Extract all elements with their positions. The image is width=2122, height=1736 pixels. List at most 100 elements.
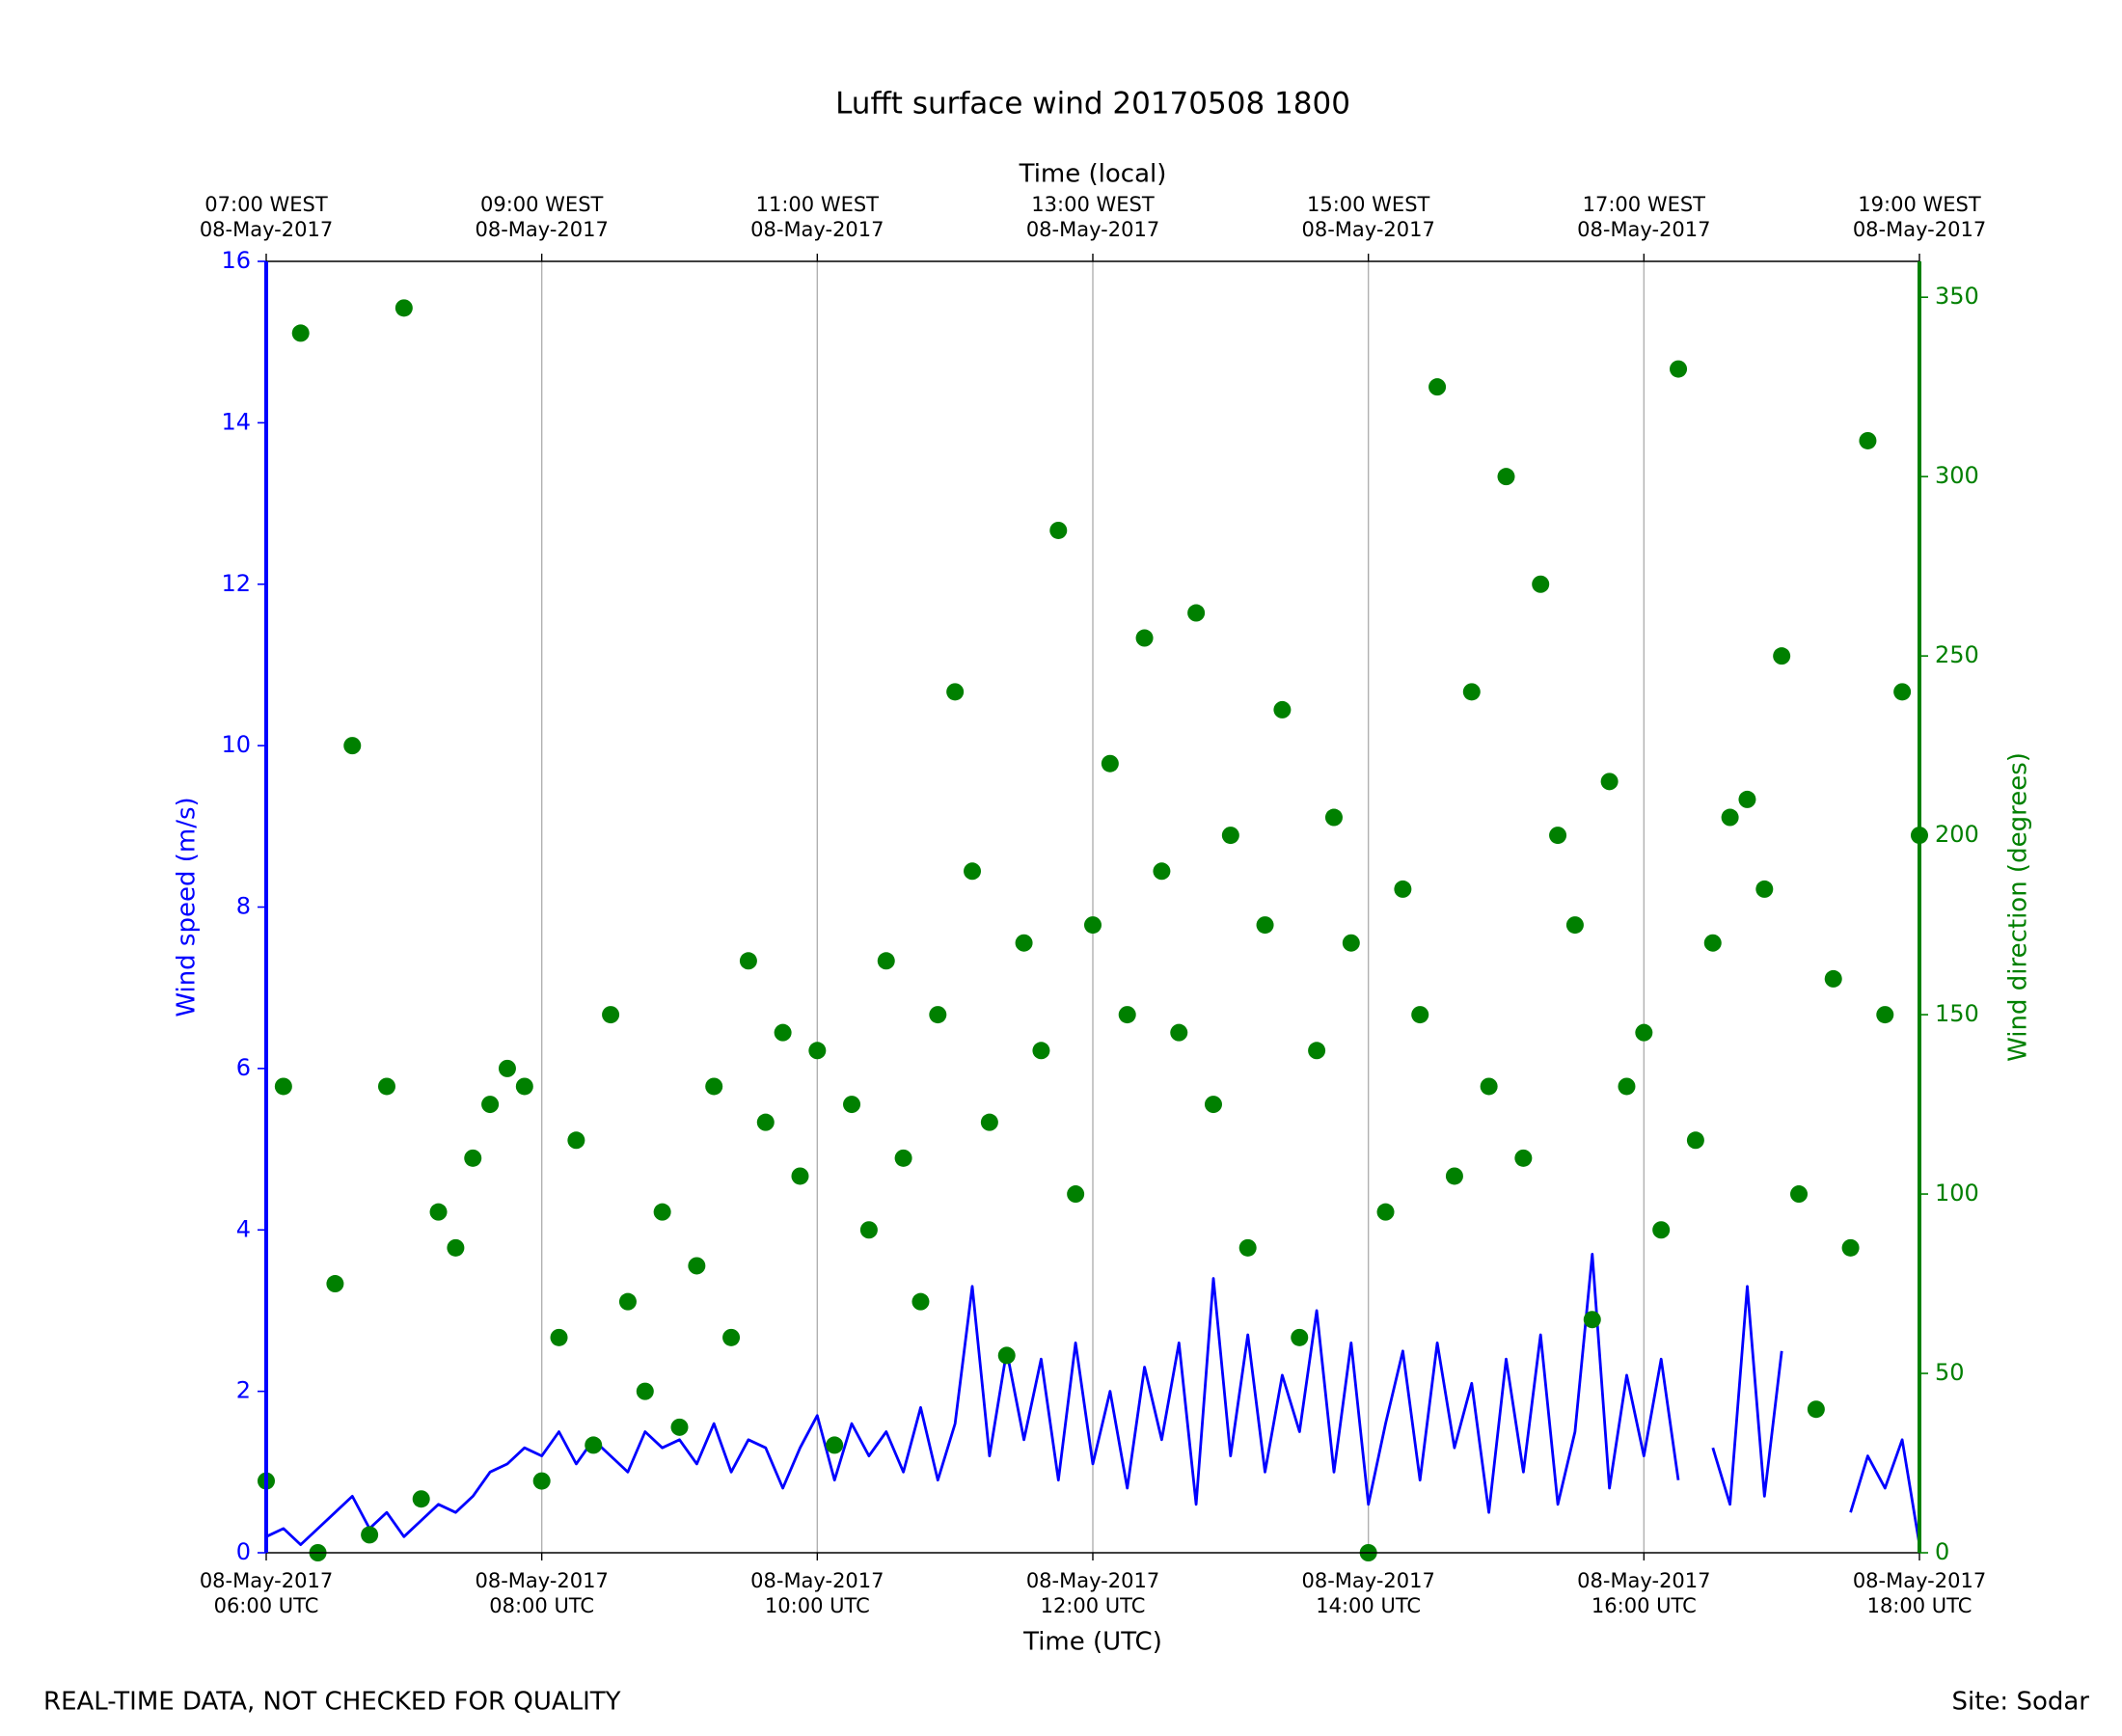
direction-point	[1118, 1006, 1136, 1024]
direction-point	[429, 1203, 448, 1221]
direction-point	[705, 1077, 723, 1096]
direction-point	[1101, 754, 1119, 773]
direction-point	[1703, 934, 1722, 952]
x2-tick-label: 08-May-2017	[1577, 218, 1710, 241]
direction-point	[1859, 431, 1877, 449]
y2-tick-label: 100	[1935, 1180, 1979, 1207]
direction-point	[774, 1023, 792, 1042]
direction-point	[550, 1328, 568, 1346]
chart-title: Lufft surface wind 20170508 1800	[835, 87, 1350, 122]
x2-tick-label: 17:00 WEST	[1583, 193, 1706, 216]
x-axis-title: Time (UTC)	[1022, 1628, 1162, 1657]
y-tick-label: 0	[236, 1538, 251, 1565]
x2-tick-label: 08-May-2017	[1301, 218, 1434, 241]
x-tick-label: 08-May-2017	[475, 1569, 608, 1592]
direction-point	[756, 1113, 775, 1131]
y-tick-label: 2	[236, 1377, 251, 1404]
direction-point	[1652, 1221, 1671, 1239]
direction-point	[1221, 827, 1239, 845]
x-tick-label: 10:00 UTC	[765, 1594, 870, 1617]
direction-point	[1049, 521, 1068, 539]
direction-point	[859, 1221, 878, 1239]
direction-point	[739, 952, 757, 970]
y-tick-label: 6	[236, 1054, 251, 1081]
direction-point	[1807, 1400, 1825, 1419]
y2-axis-title: Wind direction (degrees)	[2004, 752, 2033, 1062]
direction-point	[911, 1292, 930, 1311]
direction-point	[946, 683, 965, 701]
x2-tick-label: 08-May-2017	[475, 218, 608, 241]
direction-point	[826, 1436, 844, 1454]
direction-point	[1635, 1023, 1653, 1042]
y2-tick-label: 200	[1935, 821, 1979, 848]
direction-point	[1394, 880, 1412, 898]
direction-point	[843, 1096, 861, 1114]
x2-tick-label: 07:00 WEST	[204, 193, 328, 216]
x-tick-label: 12:00 UTC	[1041, 1594, 1146, 1617]
x-tick-label: 08-May-2017	[1853, 1569, 1986, 1592]
x2-tick-label: 08-May-2017	[200, 218, 333, 241]
direction-point	[1170, 1023, 1188, 1042]
y-tick-label: 8	[236, 893, 251, 920]
direction-point	[1308, 1042, 1326, 1060]
y-axis-title: Wind speed (m/s)	[173, 797, 202, 1017]
direction-point	[1204, 1096, 1222, 1114]
direction-point	[291, 324, 310, 342]
x2-tick-label: 09:00 WEST	[480, 193, 604, 216]
x2-tick-label: 08-May-2017	[1026, 218, 1159, 241]
direction-point	[532, 1472, 551, 1490]
x2-tick-label: 11:00 WEST	[756, 193, 880, 216]
direction-point	[1187, 604, 1206, 622]
direction-point	[585, 1436, 603, 1454]
direction-point	[1532, 575, 1550, 593]
x-tick-label: 16:00 UTC	[1592, 1594, 1697, 1617]
x-tick-label: 08-May-2017	[750, 1569, 884, 1592]
direction-point	[1893, 683, 1912, 701]
direction-point	[1291, 1328, 1309, 1346]
direction-point	[1790, 1185, 1809, 1204]
y-tick-label: 14	[221, 408, 251, 435]
direction-point	[791, 1167, 809, 1185]
x2-tick-label: 19:00 WEST	[1858, 193, 1981, 216]
direction-point	[343, 737, 362, 755]
direction-point	[1738, 790, 1756, 808]
direction-point	[481, 1096, 500, 1114]
direction-point	[997, 1346, 1016, 1365]
direction-point	[1721, 808, 1739, 827]
y2-tick-label: 150	[1935, 1000, 1979, 1027]
y2-tick-label: 0	[1935, 1538, 1949, 1565]
direction-point	[361, 1526, 379, 1544]
direction-point	[877, 952, 895, 970]
direction-point	[447, 1238, 465, 1257]
direction-point	[1324, 808, 1343, 827]
direction-point	[1256, 916, 1274, 935]
direction-point	[636, 1382, 654, 1400]
direction-point	[1876, 1006, 1894, 1024]
direction-point	[808, 1042, 827, 1060]
direction-point	[653, 1203, 671, 1221]
x-tick-label: 08-May-2017	[1026, 1569, 1159, 1592]
x-tick-label: 08-May-2017	[1301, 1569, 1434, 1592]
direction-point	[980, 1113, 998, 1131]
direction-point	[688, 1257, 706, 1275]
direction-point	[964, 862, 982, 881]
direction-point	[567, 1131, 585, 1150]
direction-point	[1773, 647, 1791, 665]
direction-point	[394, 299, 413, 317]
direction-point	[1686, 1131, 1704, 1150]
direction-point	[1445, 1167, 1463, 1185]
x-tick-label: 18:00 UTC	[1867, 1594, 1972, 1617]
direction-point	[1565, 916, 1584, 935]
direction-point	[1238, 1238, 1257, 1257]
direction-point	[1376, 1203, 1395, 1221]
direction-point	[1273, 700, 1292, 719]
y2-tick-label: 50	[1935, 1359, 1965, 1386]
x2-axis-title: Time (local)	[1019, 160, 1167, 189]
x-tick-label: 08:00 UTC	[489, 1594, 594, 1617]
x-tick-label: 14:00 UTC	[1316, 1594, 1421, 1617]
direction-point	[498, 1059, 516, 1077]
direction-point	[1549, 827, 1567, 845]
direction-point	[1342, 934, 1360, 952]
